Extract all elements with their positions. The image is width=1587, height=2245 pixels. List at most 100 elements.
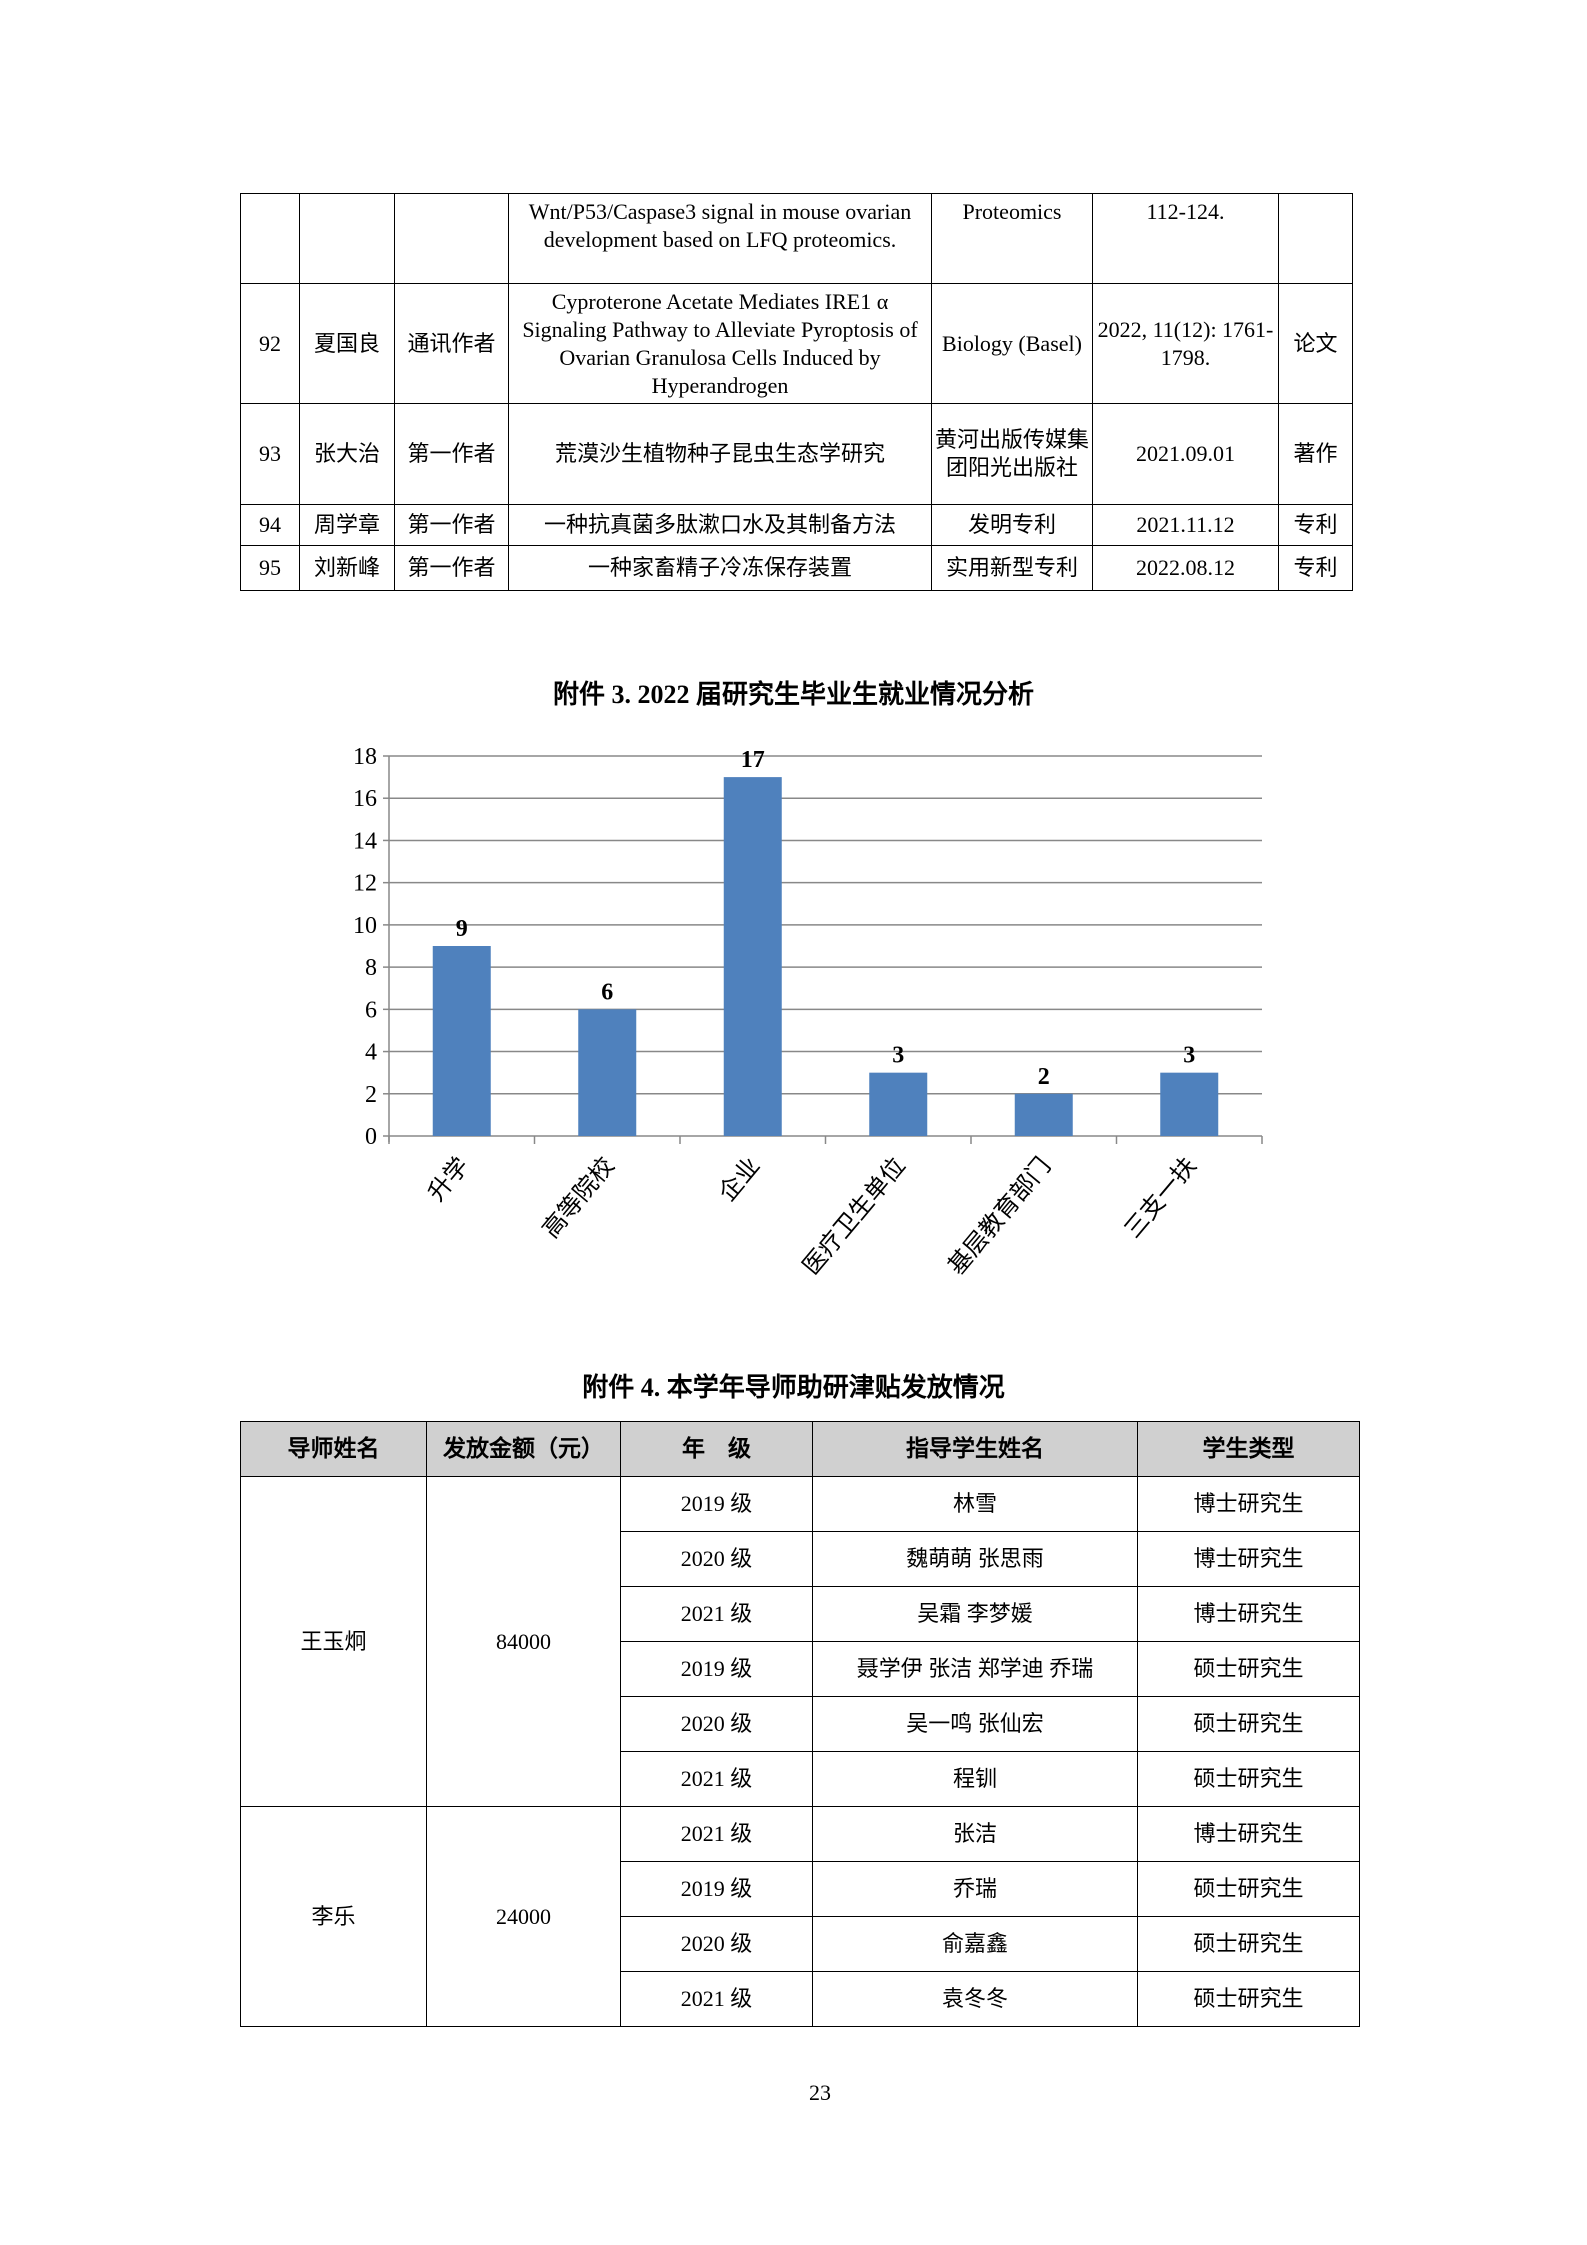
chart-title: 附件 3. 2022 届研究生毕业生就业情况分析 [552, 680, 1034, 709]
cell-role: 第一作者 [394, 403, 509, 505]
y-tick-label: 10 [353, 913, 377, 939]
cell-no: 95 [240, 545, 300, 591]
amount: 84000 [426, 1476, 621, 1807]
cell-grade: 2020 级 [620, 1916, 813, 1972]
cell-name: 周学章 [299, 504, 395, 546]
cell-students: 袁冬冬 [812, 1971, 1138, 2027]
cell-title: Cyproterone Acetate Mediates IRE1 α Sign… [508, 283, 932, 404]
cell-students: 吴一鸣 张仙宏 [812, 1696, 1138, 1752]
cell-role: 第一作者 [394, 504, 509, 546]
cell-title: 荒漠沙生植物种子昆虫生态学研究 [508, 403, 932, 505]
cell-type: 论文 [1278, 283, 1353, 404]
cell-students: 张洁 [812, 1806, 1138, 1862]
bar [432, 946, 491, 1136]
column-header: 发放金额（元） [426, 1421, 621, 1477]
table-row: 2021 级程钏 硕士研究生 [241, 1751, 1360, 1807]
cell-role: 通讯作者 [394, 283, 509, 404]
bar [723, 777, 782, 1136]
cell-venue: Proteomics [931, 193, 1093, 284]
cell-name: 刘新峰 [299, 545, 395, 591]
y-tick-label: 14 [353, 828, 377, 854]
table2-title: 附件 4. 本学年导师助研津贴发放情况 [582, 1373, 1005, 1402]
cell-date: 2021.09.01 [1092, 403, 1279, 505]
page-number: 23 [809, 2080, 831, 2105]
cell-venue: 发明专利 [931, 504, 1093, 546]
cell-no: 94 [240, 504, 300, 546]
cell-type: 专利 [1278, 504, 1353, 546]
cell-grade: 2019 级 [620, 1641, 813, 1697]
advisor-name: 李乐 [240, 1806, 427, 2027]
cell-students: 程钏 [812, 1751, 1138, 1807]
cell-kind: 博士研究生 [1137, 1806, 1360, 1862]
y-tick-label: 6 [365, 997, 377, 1023]
x-tick-label: 三支一扶 [1119, 1153, 1201, 1244]
table-row: 94 周学章 第一作者 一种抗真菌多肽漱口水及其制备方法 发明专利 2021.11.12 专… [240, 504, 1353, 546]
x-tick-label: 医疗卫生单位 [798, 1153, 911, 1281]
table-row: 95 刘新峰 第一作者 一种家畜精子冷冻保存装置 实用新型专利 2022.08.12 专利 [240, 545, 1353, 591]
cell-type [1278, 193, 1353, 284]
cell-no: 93 [240, 403, 300, 505]
table-row: Wnt/P53/Caspase3 signal in mouse ovarian… [240, 193, 1353, 284]
cell-grade: 2021 级 [620, 1586, 813, 1642]
achievements-table: Wnt/P53/Caspase3 signal in mouse ovarian… [240, 193, 1353, 591]
employment-bar-chart: 0 2 4 6 8 10 12 14 16 18 9 升学 6 高等院校 17 企业 3 医疗卫生单位 2 基层教育部… [353, 744, 1263, 1281]
cell-name: 张大治 [299, 403, 395, 505]
cell-students: 俞嘉鑫 [812, 1916, 1138, 1972]
cell-date: 2021.11.12 [1092, 504, 1279, 546]
table-row: 92 夏国良 通讯作者 Cyproterone Acetate Mediates IR… [240, 283, 1353, 404]
column-header: 学生类型 [1137, 1421, 1360, 1477]
y-tick-label: 0 [365, 1124, 377, 1150]
table-row: 2020 级俞嘉鑫 硕士研究生 [241, 1916, 1360, 1972]
cell-role [394, 193, 509, 284]
data-label: 6 [601, 979, 613, 1005]
cell-no: 92 [240, 283, 300, 404]
table-row: 王玉炯 84000 2019 级林雪 博士研究生 [240, 1476, 1360, 1807]
cell-role: 第一作者 [394, 545, 509, 591]
cell-kind: 硕士研究生 [1137, 1696, 1360, 1752]
stipend-table: 导师姓名 发放金额（元）年 级指导学生姓名 学生类型 王玉炯 84000 2019 级林… [240, 1421, 1360, 2027]
table-row: 2021 级吴霜 李梦媛 博士研究生 [241, 1586, 1360, 1642]
cell-venue: 黄河出版传媒集团阳光出版社 [931, 403, 1093, 505]
column-header: 年 级 [620, 1421, 813, 1477]
cell-no [240, 193, 300, 284]
cell-students: 吴霜 李梦媛 [812, 1586, 1138, 1642]
cell-grade: 2020 级 [620, 1696, 813, 1752]
y-tick-label: 18 [353, 744, 377, 770]
cell-kind: 硕士研究生 [1137, 1971, 1360, 2027]
cell-students: 林雪 [812, 1476, 1138, 1532]
cell-kind: 硕士研究生 [1137, 1861, 1360, 1917]
table-row: 2019 级乔瑞 硕士研究生 [241, 1861, 1360, 1917]
cell-type: 专利 [1278, 545, 1353, 591]
cell-type: 著作 [1278, 403, 1353, 505]
cell-date: 112-124. [1092, 193, 1279, 284]
cell-title: 一种家畜精子冷冻保存装置 [508, 545, 932, 591]
amount: 24000 [426, 1806, 621, 2027]
y-tick-label: 4 [365, 1040, 377, 1066]
data-label: 3 [892, 1043, 904, 1069]
table-row: 2021 级袁冬冬 硕士研究生 [241, 1971, 1360, 2027]
cell-grade: 2020 级 [620, 1531, 813, 1587]
cell-kind: 博士研究生 [1137, 1531, 1360, 1587]
cell-students: 魏萌萌 张思雨 [812, 1531, 1138, 1587]
cell-grade: 2019 级 [620, 1476, 813, 1532]
y-tick-label: 2 [365, 1082, 377, 1108]
cell-kind: 硕士研究生 [1137, 1751, 1360, 1807]
y-tick-label: 8 [365, 955, 377, 981]
cell-kind: 硕士研究生 [1137, 1916, 1360, 1972]
bar [1014, 1093, 1073, 1136]
x-tick-label: 基层教育部门 [943, 1153, 1056, 1281]
cell-title: Wnt/P53/Caspase3 signal in mouse ovarian… [508, 193, 932, 284]
column-header: 指导学生姓名 [812, 1421, 1138, 1477]
y-tick-label: 16 [353, 786, 377, 812]
x-tick-label: 企业 [714, 1153, 766, 1207]
cell-date: 2022.08.12 [1092, 545, 1279, 591]
cell-name [299, 193, 395, 284]
cell-students: 乔瑞 [812, 1861, 1138, 1917]
y-tick-label: 12 [353, 871, 377, 897]
x-tick-label: 高等院校 [537, 1153, 619, 1244]
x-tick-label: 升学 [423, 1153, 475, 1207]
bar [578, 1009, 637, 1136]
table-row: 李乐 24000 2021 级张洁 博士研究生 [240, 1806, 1360, 2027]
advisor-name: 王玉炯 [240, 1476, 427, 1807]
data-label: 17 [741, 747, 765, 773]
